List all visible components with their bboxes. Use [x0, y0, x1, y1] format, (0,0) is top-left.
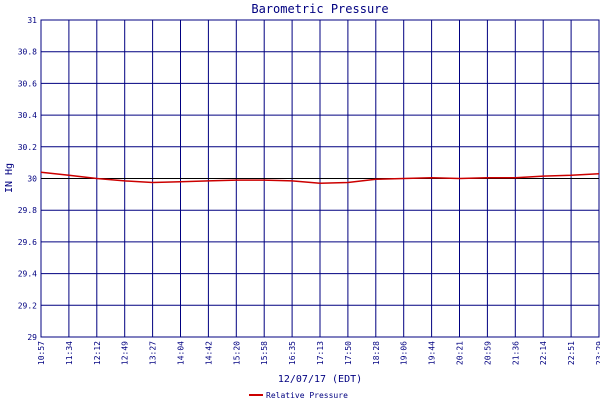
x-tick-label: 19:44	[428, 341, 437, 365]
y-axis-label: IN Hg	[4, 163, 15, 193]
x-tick-label: 17:50	[344, 341, 353, 365]
x-tick-label: 18:28	[372, 341, 381, 365]
x-tick-label: 11:34	[65, 341, 74, 365]
y-tick-label: 30	[27, 175, 37, 184]
y-tick-label: 30.2	[18, 143, 37, 152]
x-tick-label: 20:21	[456, 341, 465, 365]
y-tick-labels: 29 29.2 29.4 29.6 29.8 30 30.2 30.4 30.6 30.8 31	[18, 16, 37, 342]
x-tick-label: 19:06	[400, 341, 409, 365]
x-tick-label: 17:13	[316, 341, 325, 365]
x-tick-label: 10:57	[37, 341, 46, 365]
x-tick-label: 21:36	[511, 341, 520, 365]
x-tick-label: 23:29	[595, 341, 600, 365]
x-tick-label: 13:27	[149, 341, 158, 365]
x-tick-label: 15:20	[232, 341, 241, 365]
x-tick-label: 22:14	[539, 341, 548, 365]
chart-title: Barometric Pressure	[251, 2, 388, 16]
series-lines	[40, 171, 600, 185]
y-tick-label: 30.4	[18, 111, 37, 120]
y-tick-label: 30.6	[18, 79, 37, 88]
x-tick-label: 14:42	[204, 341, 213, 365]
x-tick-label: 14:04	[177, 341, 186, 365]
series-line-relative-pressure	[40, 171, 600, 185]
legend: Relative Pressure	[249, 391, 348, 400]
x-tick-label: 12:12	[93, 341, 102, 365]
y-tick-label: 31	[27, 16, 37, 25]
y-tick-label: 30.8	[18, 48, 37, 57]
x-tick-label: 15:58	[260, 341, 269, 365]
y-tick-label: 29.2	[18, 301, 37, 310]
x-tick-label: 20:59	[483, 341, 492, 365]
legend-label: Relative Pressure	[266, 391, 348, 400]
y-tick-label: 29.6	[18, 238, 37, 247]
x-tick-label: 12:49	[121, 341, 130, 365]
x-axis-label: 12/07/17 (EDT)	[278, 374, 362, 385]
y-tick-label: 29.4	[18, 270, 37, 279]
y-tick-label: 29	[27, 333, 37, 342]
x-tick-label: 16:35	[288, 341, 297, 365]
plot-grid	[40, 19, 600, 338]
y-tick-label: 29.8	[18, 206, 37, 215]
x-tick-label: 22:51	[567, 341, 576, 365]
x-tick-labels: 10:57 11:34 12:12 12:49 13:27 14:04 14:42 15:20…	[37, 341, 600, 365]
